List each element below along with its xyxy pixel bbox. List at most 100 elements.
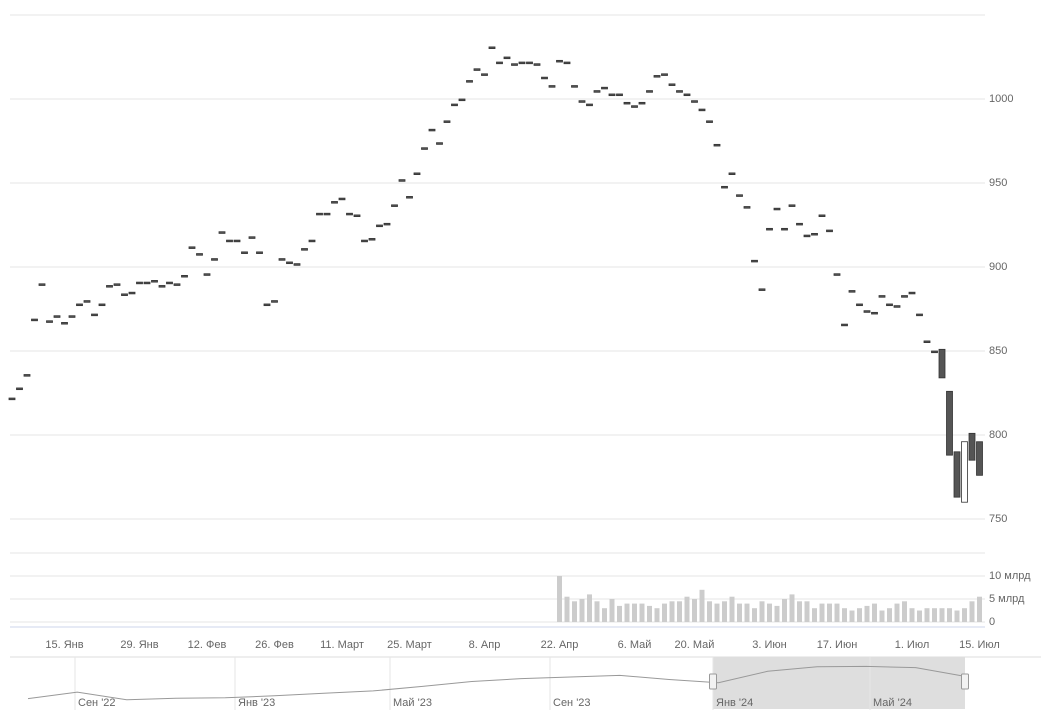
candle	[211, 258, 218, 261]
candle	[83, 300, 91, 303]
candle	[121, 293, 128, 296]
candle	[698, 108, 706, 112]
candle	[98, 303, 106, 307]
navigator-label: Май '23	[393, 697, 432, 709]
candle	[646, 90, 653, 93]
candle	[691, 100, 698, 103]
candle	[46, 320, 53, 323]
candle	[818, 214, 826, 217]
volume-bar	[752, 608, 757, 622]
candle	[331, 201, 338, 204]
volume-bar	[909, 608, 915, 622]
candle	[136, 281, 143, 285]
candle	[773, 207, 781, 211]
candle	[826, 229, 833, 233]
volume-bar	[557, 576, 562, 622]
candle	[901, 295, 908, 298]
candle	[863, 310, 871, 313]
candle	[608, 93, 616, 97]
candle	[346, 212, 353, 216]
candle	[683, 93, 691, 97]
volume-bar	[924, 608, 930, 622]
navigator-handle[interactable]	[709, 673, 717, 690]
candle	[548, 85, 556, 88]
candle	[218, 231, 226, 234]
candle	[233, 239, 241, 243]
candle	[811, 232, 818, 236]
navigator-label: Янв '24	[716, 697, 753, 709]
y-tick-label: 0	[989, 616, 995, 628]
volume-bar	[939, 608, 945, 622]
candle	[938, 348, 946, 379]
volume-bar	[774, 605, 780, 622]
candle	[518, 61, 526, 65]
candle	[293, 263, 301, 266]
candle	[91, 313, 98, 317]
candle	[398, 179, 406, 182]
candle	[833, 273, 841, 276]
volume-bar	[857, 608, 862, 622]
candle	[638, 101, 646, 105]
volume-bar	[647, 605, 652, 622]
volume-bar	[782, 599, 787, 622]
volume-bar	[804, 601, 810, 622]
volume-bar	[962, 608, 967, 622]
candle	[323, 212, 331, 216]
candle	[143, 281, 151, 285]
candle	[856, 303, 863, 307]
candle	[946, 390, 953, 456]
candle	[848, 290, 856, 293]
candle	[368, 238, 376, 241]
navigator-handle[interactable]	[961, 673, 969, 690]
candle	[728, 172, 736, 175]
x-tick-label: 15. Июл	[959, 639, 1000, 651]
volume-bar	[849, 610, 855, 622]
volume-bar	[729, 596, 735, 622]
candle	[586, 103, 593, 107]
candle	[796, 222, 803, 226]
y-tick-label: 900	[989, 261, 1007, 273]
x-tick-label: 8. Апр	[469, 639, 501, 651]
candle	[616, 93, 623, 97]
candle	[676, 90, 683, 93]
volume-bar	[789, 594, 795, 622]
x-tick-label: 26. Фев	[255, 639, 294, 651]
volume-bar	[947, 608, 952, 622]
candle	[391, 204, 398, 207]
volume-bar	[594, 601, 600, 622]
candle	[406, 196, 413, 199]
volume-bar	[969, 601, 975, 622]
x-tick-label: 12. Фев	[188, 639, 227, 651]
candle	[878, 295, 886, 298]
candle	[458, 98, 466, 102]
volume-bar	[654, 608, 660, 622]
volume-bar	[639, 603, 645, 622]
volume-bar	[879, 610, 885, 622]
candle	[631, 105, 638, 108]
candle	[751, 259, 758, 263]
candle	[38, 283, 46, 286]
navigator-selection[interactable]	[713, 657, 965, 709]
candle	[758, 288, 766, 291]
candle	[511, 63, 518, 66]
candle	[271, 300, 278, 303]
candle	[286, 261, 293, 265]
volume-bar	[632, 603, 637, 622]
volume-bar	[977, 596, 982, 622]
candle	[8, 397, 16, 401]
candle	[413, 172, 421, 175]
candle	[916, 313, 923, 317]
candle	[668, 83, 676, 86]
volume-bar	[917, 610, 922, 622]
volume-bar	[662, 603, 667, 622]
volume-bar	[767, 603, 772, 622]
volume-bar	[609, 599, 615, 622]
candle	[653, 75, 661, 78]
candle	[241, 251, 248, 254]
candle	[188, 246, 196, 249]
candle	[203, 273, 211, 276]
candle	[308, 239, 316, 243]
volume-bar	[819, 603, 825, 622]
volume-bar	[827, 603, 832, 622]
